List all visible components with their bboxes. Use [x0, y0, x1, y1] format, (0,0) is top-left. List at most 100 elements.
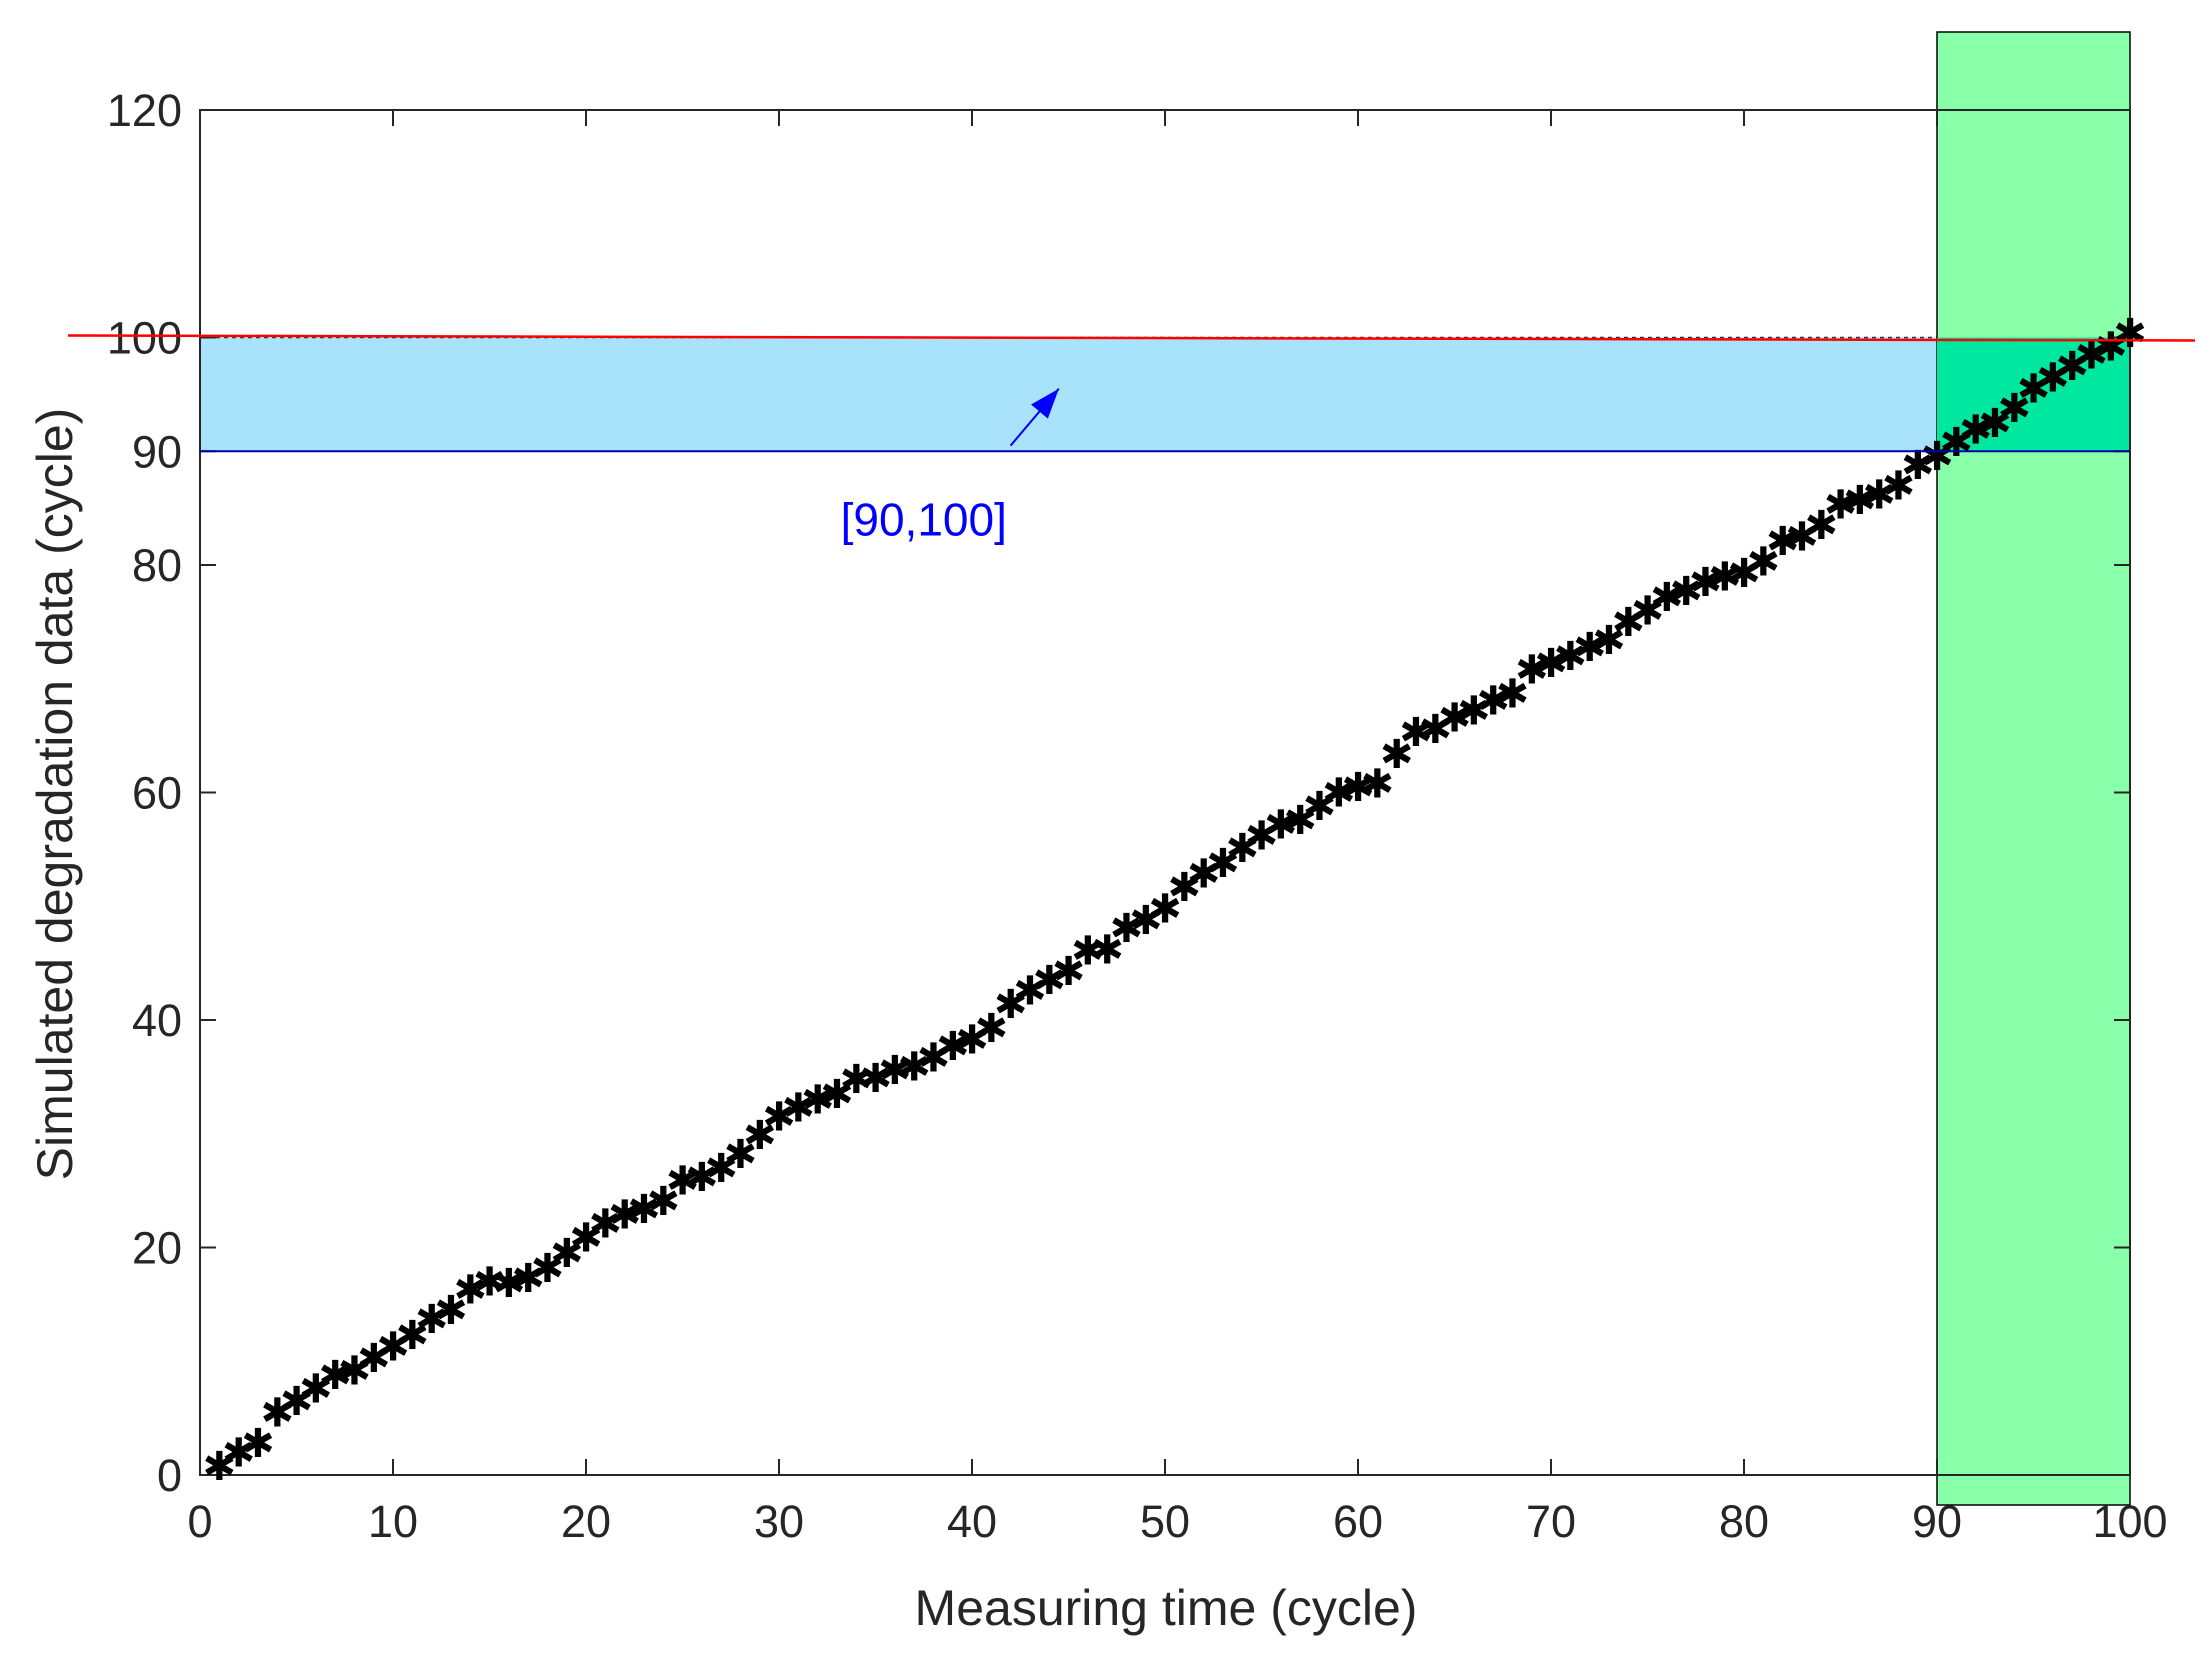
data-point: ✱ [1168, 865, 1202, 911]
data-point: ✱ [2113, 311, 2147, 357]
data-point: ✱ [1476, 678, 1510, 724]
data-point: ✱ [531, 1246, 565, 1292]
data-point: ✱ [685, 1155, 719, 1201]
data-point: ✱ [1090, 927, 1124, 973]
x-tick-label: 20 [561, 1496, 611, 1547]
data-point: ✱ [222, 1430, 256, 1476]
data-point: ✱ [1708, 554, 1742, 600]
y-tick-label: 20 [132, 1223, 182, 1274]
data-point: ✱ [318, 1353, 352, 1399]
data-point: ✱ [627, 1187, 661, 1233]
data-point: ✱ [1573, 625, 1607, 671]
data-point: ✱ [376, 1324, 410, 1370]
x-tick-label: 30 [754, 1496, 804, 1547]
data-point: ✱ [1978, 401, 2012, 447]
data-point: ✱ [801, 1078, 835, 1124]
data-point: ✱ [1013, 968, 1047, 1014]
data-point: ✱ [1032, 958, 1066, 1004]
data-point: ✱ [1631, 589, 1665, 635]
data-point: ✱ [415, 1297, 449, 1343]
data-point: ✱ [2055, 344, 2089, 390]
x-axis-title: Measuring time (cycle) [915, 1580, 1418, 1636]
data-point: ✱ [1669, 569, 1703, 615]
data-point: ✱ [1361, 761, 1395, 807]
x-tick-label: 60 [1333, 1496, 1383, 1547]
ticks-layer: 0 10 20 30 40 50 60 70 80 90 100 0 20 40 60 80 90 100 120 [107, 85, 2168, 1547]
x-tick-label: 70 [1526, 1496, 1576, 1547]
data-point: ✱ [1862, 472, 1896, 518]
band-overlap-rect [1937, 337, 2130, 452]
x-tick-label: 10 [368, 1496, 418, 1547]
overlay-layer [67, 334, 2196, 453]
x-tick-label: 100 [2092, 1496, 2167, 1547]
data-point: ✱ [724, 1132, 758, 1178]
data-point: ✱ [1959, 408, 1993, 454]
data-point: ✱ [1148, 887, 1182, 933]
data-point: ✱ [2094, 325, 2128, 371]
data-point: ✱ [936, 1024, 970, 1070]
data-point: ✱ [878, 1048, 912, 1094]
data-point: ✱ [1206, 841, 1240, 887]
data-point: ✱ [820, 1072, 854, 1118]
data-point: ✱ [608, 1193, 642, 1239]
data-point: ✱ [743, 1113, 777, 1159]
data-point: ✱ [897, 1045, 931, 1091]
data-point: ✱ [1940, 420, 1974, 466]
data-point: ✱ [473, 1260, 507, 1306]
y-tick-label: 60 [132, 768, 182, 819]
data-point: ✱ [569, 1215, 603, 1261]
data-point: ✱ [859, 1056, 893, 1102]
data-point: ✱ [1997, 386, 2031, 432]
data-point: ✱ [646, 1179, 680, 1225]
data-point: ✱ [1747, 540, 1781, 586]
y-tick-label: 80 [132, 540, 182, 591]
data-point: ✱ [1611, 600, 1645, 646]
data-point: ✱ [1110, 906, 1144, 952]
data-point: ✱ [1341, 765, 1375, 811]
data-point: ✱ [241, 1421, 275, 1467]
data-point: ✱ [1187, 851, 1221, 897]
data-point: ✱ [589, 1202, 623, 1248]
data-point: ✱ [1496, 672, 1530, 718]
data-point: ✱ [1534, 641, 1568, 687]
data-point: ✱ [1438, 695, 1472, 741]
data-point: ✱ [1245, 814, 1279, 860]
data-point: ✱ [396, 1313, 430, 1359]
data-point: ✱ [1322, 771, 1356, 817]
data-point: ✱ [357, 1336, 391, 1382]
data-points: ✱✱✱✱✱✱✱✱✱✱✱✱✱✱✱✱✱✱✱✱✱✱✱✱✱✱✱✱✱✱✱✱✱✱✱✱✱✱✱✱… [203, 311, 2147, 1490]
data-point: ✱ [1380, 732, 1414, 778]
y-tick-label: 100 [107, 313, 182, 364]
data-point: ✱ [1399, 710, 1433, 756]
data-point: ✱ [1804, 503, 1838, 549]
data-point: ✱ [1650, 575, 1684, 621]
data-point: ✱ [1882, 463, 1916, 509]
data-point: ✱ [1071, 929, 1105, 975]
y-tick-label: 90 [132, 426, 182, 477]
data-point: ✱ [492, 1261, 526, 1307]
band-annotation-label: [90,100] [841, 494, 1007, 546]
data-point: ✱ [260, 1390, 294, 1436]
data-point: ✱ [338, 1348, 372, 1394]
x-band-rect [1936, 31, 2131, 1506]
data-point: ✱ [1843, 478, 1877, 524]
x-tick-label: 80 [1719, 1496, 1769, 1547]
data-point: ✱ [550, 1231, 584, 1277]
y-band-rect [199, 336, 2131, 452]
x-tick-label: 0 [187, 1496, 212, 1547]
data-point: ✱ [1766, 519, 1800, 565]
data-point: ✱ [1824, 483, 1858, 529]
data-point: ✱ [2036, 355, 2070, 401]
data-point: ✱ [1785, 515, 1819, 561]
annotation-arrow-head [1031, 388, 1059, 419]
bands-layer [199, 31, 2131, 1506]
y-tick-label: 0 [157, 1450, 182, 1501]
data-point: ✱ [1457, 689, 1491, 735]
data-point: ✱ [280, 1379, 314, 1425]
data-point: ✱ [1052, 949, 1086, 995]
x-tick-label: 40 [947, 1496, 997, 1547]
data-point: ✱ [1554, 634, 1588, 680]
data-point: ✱ [955, 1017, 989, 1063]
y-tick-label: 120 [107, 85, 182, 136]
